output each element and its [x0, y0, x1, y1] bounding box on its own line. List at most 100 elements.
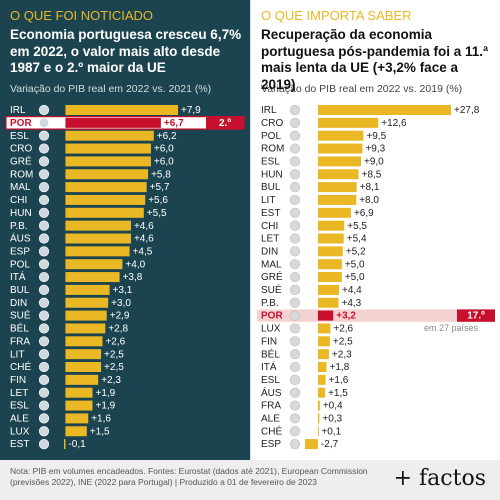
- panel: O QUE IMPORTA SABER Recuperação da econo…: [250, 0, 500, 460]
- category-label: EST: [10, 439, 29, 450]
- category-label: FRA: [10, 336, 30, 347]
- category-label: SUÉ: [10, 309, 31, 322]
- value-label: +2,3: [101, 375, 121, 386]
- category-label: ITÁ: [261, 360, 277, 373]
- value-label: +2,8: [108, 324, 128, 335]
- footer: Nota: PIB em volumes encadeados. Fontes:…: [0, 460, 500, 500]
- value-label: +5,2: [346, 246, 366, 257]
- flag-icon: [38, 374, 50, 385]
- bar: [317, 362, 327, 372]
- category-label: IRL: [10, 105, 26, 116]
- bar: [65, 130, 154, 141]
- bar: [317, 387, 326, 398]
- flag-icon: [289, 374, 301, 385]
- bar: [65, 349, 102, 360]
- category-label: BUL: [10, 285, 30, 296]
- bar: [65, 310, 107, 321]
- category-label: CHI: [10, 195, 27, 206]
- category-label: LUX: [10, 426, 30, 437]
- bar: [317, 310, 334, 321]
- category-label: DIN: [261, 246, 278, 257]
- bar: [317, 105, 451, 115]
- value-label: +5,8: [151, 169, 171, 180]
- rank-note: em 27 países: [424, 323, 479, 333]
- chart-subtitle: Variação do PIB real em 2022 vs. 2021 (%…: [10, 83, 212, 95]
- category-label: ALE: [10, 414, 29, 425]
- bar: [64, 439, 66, 450]
- category-label: LIT: [261, 195, 275, 206]
- flag-icon: [289, 169, 301, 180]
- value-label: +4,6: [134, 234, 154, 245]
- category-label: POR: [261, 311, 283, 322]
- value-label: +4,6: [134, 221, 154, 232]
- category-label: ÁUS: [10, 232, 31, 245]
- value-label: +9,5: [366, 131, 386, 142]
- flag-icon: [38, 323, 50, 334]
- value-label: +0,3: [322, 414, 342, 425]
- value-label: +6,0: [154, 144, 174, 155]
- value-label: +2,5: [333, 336, 353, 347]
- value-label: +3,8: [123, 272, 143, 283]
- bar: [317, 117, 379, 128]
- brand-logo: + factos: [393, 466, 486, 491]
- category-label: POL: [261, 131, 281, 142]
- category-label: ESL: [10, 401, 29, 412]
- bar: [317, 182, 357, 193]
- value-label: +12,6: [381, 118, 407, 129]
- value-label: +4,3: [342, 298, 362, 309]
- category-label: P.B.: [261, 298, 279, 309]
- category-label: ROM: [261, 144, 284, 155]
- bar: [65, 387, 93, 398]
- flag-icon: [38, 426, 50, 437]
- value-label: +1,8: [330, 362, 350, 373]
- flag-icon: [289, 233, 301, 244]
- value-label: +8,0: [359, 195, 379, 206]
- bar: [317, 156, 362, 167]
- flag-icon: [38, 439, 50, 450]
- bar: [317, 284, 339, 295]
- rank-label: 17.º: [467, 311, 485, 322]
- category-label: ESL: [10, 131, 29, 142]
- chart-title: Economia portuguesa cresceu 6,7% em 2022…: [10, 27, 242, 75]
- chart: IRL +27,8 CRO +12,6 POL +9,5 ROM +9,3 ESL +9,0 HUN…: [257, 104, 495, 450]
- value-label: +0,4: [323, 401, 343, 412]
- category-label: P.B.: [10, 221, 28, 232]
- flag-icon: [38, 310, 50, 321]
- flag-icon: [289, 349, 301, 360]
- rank-badge: [206, 116, 244, 130]
- category-label: ESL: [261, 375, 280, 386]
- category-label: MAL: [10, 182, 31, 193]
- flag-icon: [289, 156, 301, 167]
- category-label: GRÉ: [10, 155, 32, 168]
- flag-icon: [289, 310, 301, 321]
- bar: [65, 336, 103, 347]
- value-label: +5,0: [345, 259, 365, 270]
- category-label: POR: [10, 118, 32, 129]
- flag-icon: [38, 233, 50, 244]
- category-label: DIN: [10, 298, 27, 309]
- bar: [65, 362, 102, 372]
- flag-icon: [38, 400, 50, 411]
- value-label: +4,4: [342, 285, 362, 296]
- bar: [65, 284, 110, 295]
- value-label: +8,5: [362, 169, 382, 180]
- flag-icon: [38, 194, 50, 206]
- panel-label: O QUE IMPORTA SABER: [261, 8, 412, 23]
- value-label: +2,6: [333, 324, 353, 335]
- value-label: +8,1: [360, 182, 380, 193]
- value-label: +4,5: [133, 246, 153, 257]
- bar: [65, 117, 161, 128]
- category-label: CHI: [261, 221, 278, 232]
- highlight-band: [257, 309, 495, 322]
- value-label: +6,2: [157, 131, 177, 142]
- bar: [65, 272, 120, 283]
- value-label: +5,5: [347, 221, 367, 232]
- category-label: LET: [10, 388, 28, 399]
- flag-icon: [289, 207, 301, 218]
- bar: [65, 220, 131, 231]
- flag-icon: [289, 426, 301, 437]
- category-label: BUL: [261, 182, 281, 193]
- value-label: +1,9: [96, 401, 116, 412]
- bar: [65, 413, 89, 424]
